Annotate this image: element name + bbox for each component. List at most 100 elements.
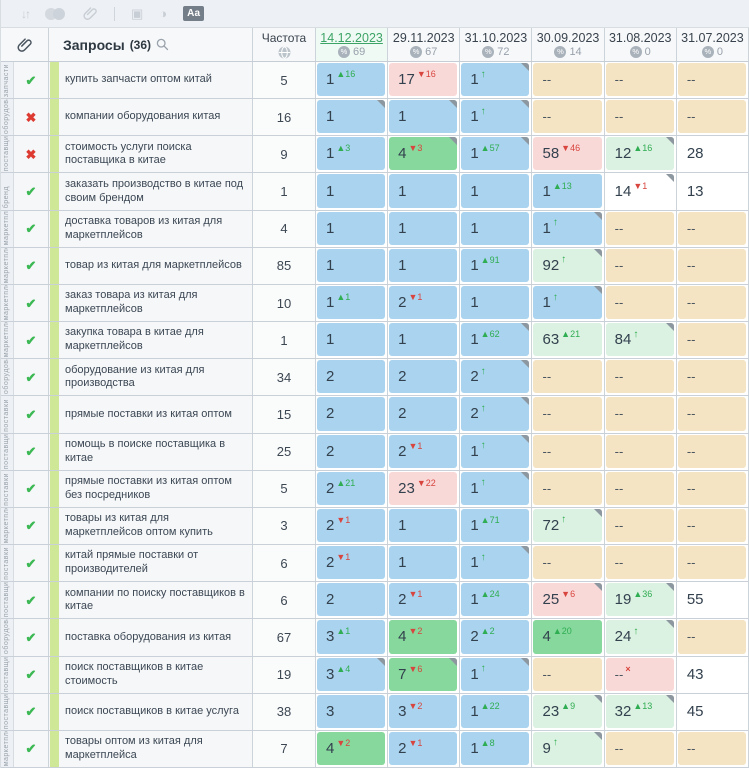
position-cell[interactable]: -- bbox=[676, 62, 749, 99]
position-cell[interactable]: 1 ▲8 bbox=[460, 730, 533, 767]
position-cell[interactable]: 2 bbox=[316, 396, 389, 433]
query-text[interactable]: прямые поставки из китая оптом без посре… bbox=[65, 475, 232, 501]
check-icon[interactable]: ✔ bbox=[25, 444, 37, 460]
position-cell[interactable]: 23 ▲9 bbox=[532, 693, 605, 730]
query-text[interactable]: товары из китая для маркетплейсов оптом … bbox=[65, 512, 213, 538]
position-cell[interactable]: 55 bbox=[676, 582, 749, 619]
link-column-header[interactable] bbox=[1, 28, 49, 61]
query-text[interactable]: товары оптом из китая для маркетплейса bbox=[65, 735, 203, 761]
position-cell[interactable]: 14 ▼1 bbox=[604, 173, 677, 210]
position-cell[interactable]: 2 ↑ bbox=[460, 396, 533, 433]
position-cell[interactable]: 1 bbox=[316, 210, 389, 247]
position-cell[interactable]: 3 ▲4 bbox=[316, 656, 389, 693]
position-cell[interactable]: 45 bbox=[676, 693, 749, 730]
position-cell[interactable]: -- bbox=[604, 247, 677, 284]
position-cell[interactable]: 1 bbox=[388, 99, 461, 136]
position-cell[interactable]: 1 bbox=[388, 507, 461, 545]
position-cell[interactable]: 2 bbox=[388, 396, 461, 433]
query-text[interactable]: поиск поставщиков в китае стоимость bbox=[65, 660, 204, 687]
query-text[interactable]: компании по поиску поставщиков в китае bbox=[65, 586, 245, 613]
position-cell[interactable]: 1 bbox=[388, 322, 461, 359]
search-icon[interactable] bbox=[156, 38, 169, 51]
query-text[interactable]: китай прямые поставки от производителей bbox=[65, 549, 199, 576]
position-cell[interactable]: 4 ▲20 bbox=[532, 619, 605, 656]
position-cell[interactable]: 84 ↑ bbox=[604, 322, 677, 359]
position-cell[interactable]: 1 ▲13 bbox=[532, 173, 605, 210]
position-cell[interactable]: -- bbox=[532, 396, 605, 433]
check-icon[interactable]: ✔ bbox=[25, 332, 37, 348]
position-cell[interactable]: -- × bbox=[604, 656, 677, 693]
check-icon[interactable]: ✔ bbox=[25, 629, 37, 645]
date-column-header[interactable]: 31.07.2023% 0 bbox=[677, 28, 749, 61]
position-cell[interactable]: 2 ▲2 bbox=[460, 619, 533, 656]
query-text[interactable]: компании оборудования китая bbox=[65, 110, 221, 123]
check-icon[interactable]: ✔ bbox=[25, 555, 37, 571]
position-cell[interactable]: 1 bbox=[316, 173, 389, 210]
position-cell[interactable]: 1 ↑ bbox=[460, 433, 533, 470]
position-cell[interactable]: 25 ▼6 bbox=[532, 582, 605, 619]
query-text[interactable]: поставка оборудования из китая bbox=[65, 630, 232, 643]
check-icon[interactable]: ✔ bbox=[25, 667, 37, 683]
position-cell[interactable]: -- bbox=[676, 247, 749, 284]
queries-column-header[interactable]: Запросы (36) bbox=[49, 28, 253, 61]
position-cell[interactable]: 17 ▼16 bbox=[388, 62, 461, 99]
position-cell[interactable]: 2 bbox=[316, 433, 389, 470]
position-cell[interactable]: 2 ▲21 bbox=[316, 470, 389, 507]
position-cell[interactable]: 1 ▲62 bbox=[460, 322, 533, 359]
position-cell[interactable]: 3 ▼2 bbox=[388, 693, 461, 730]
query-text[interactable]: купить запчасти оптом китай bbox=[65, 73, 212, 86]
check-icon[interactable]: ✔ bbox=[25, 704, 37, 720]
position-cell[interactable]: 1 bbox=[388, 173, 461, 210]
position-cell[interactable]: 4 ▼2 bbox=[316, 730, 389, 767]
position-cell[interactable]: -- bbox=[532, 433, 605, 470]
position-cell[interactable]: 2 ▼1 bbox=[388, 284, 461, 322]
position-cell[interactable]: 1 ↑ bbox=[460, 470, 533, 507]
position-cell[interactable]: -- bbox=[604, 433, 677, 470]
position-cell[interactable]: 3 bbox=[316, 693, 389, 730]
position-cell[interactable]: 2 ▼1 bbox=[316, 545, 389, 582]
position-cell[interactable]: -- bbox=[604, 545, 677, 582]
check-icon[interactable]: ✔ bbox=[25, 481, 37, 497]
position-cell[interactable]: -- bbox=[532, 359, 605, 396]
position-cell[interactable]: -- bbox=[532, 62, 605, 99]
position-cell[interactable]: -- bbox=[676, 359, 749, 396]
query-text[interactable]: стоимость услуги поиска поставщика в кит… bbox=[65, 140, 192, 167]
check-icon[interactable]: ✔ bbox=[25, 295, 37, 311]
position-cell[interactable]: 1 bbox=[316, 99, 389, 136]
position-cell[interactable]: 12 ▲16 bbox=[604, 136, 677, 173]
position-cell[interactable]: -- bbox=[676, 99, 749, 136]
query-text[interactable]: заказ товара из китая для маркетплейсов bbox=[65, 289, 198, 316]
position-cell[interactable]: -- bbox=[532, 470, 605, 507]
position-cell[interactable]: -- bbox=[676, 396, 749, 433]
position-cell[interactable]: 1 bbox=[388, 247, 461, 284]
position-cell[interactable]: 2 ▼1 bbox=[388, 582, 461, 619]
position-cell[interactable]: 2 bbox=[316, 359, 389, 396]
position-cell[interactable]: 32 ▲13 bbox=[604, 693, 677, 730]
position-cell[interactable]: 2 ▼1 bbox=[388, 433, 461, 470]
position-cell[interactable]: -- bbox=[604, 62, 677, 99]
case-icon[interactable]: Аа bbox=[183, 6, 205, 21]
query-text[interactable]: прямые поставки из китая оптом bbox=[65, 407, 232, 420]
position-cell[interactable]: -- bbox=[676, 619, 749, 656]
position-cell[interactable]: 23 ▼22 bbox=[388, 470, 461, 507]
position-cell[interactable]: 1 bbox=[316, 247, 389, 284]
position-cell[interactable]: 1 ↑ bbox=[460, 545, 533, 582]
position-cell[interactable]: -- bbox=[604, 210, 677, 247]
check-icon[interactable]: ✔ bbox=[25, 72, 37, 88]
frequency-column-header[interactable]: Частота bbox=[253, 28, 316, 61]
date-column-header[interactable]: 31.10.2023% 72 bbox=[460, 28, 533, 61]
position-cell[interactable]: -- bbox=[676, 210, 749, 247]
check-icon[interactable]: ✔ bbox=[25, 518, 37, 534]
position-cell[interactable]: -- bbox=[676, 507, 749, 545]
position-cell[interactable]: -- bbox=[604, 730, 677, 767]
position-cell[interactable]: 1 bbox=[316, 322, 389, 359]
position-cell[interactable]: 1 bbox=[460, 210, 533, 247]
position-cell[interactable]: 1 bbox=[460, 173, 533, 210]
position-cell[interactable]: -- bbox=[676, 322, 749, 359]
position-cell[interactable]: 13 bbox=[676, 173, 749, 210]
position-cell[interactable]: 1 ▲91 bbox=[460, 247, 533, 284]
position-cell[interactable]: 1 bbox=[388, 545, 461, 582]
query-text[interactable]: поиск поставщиков в китае услуга bbox=[65, 704, 239, 717]
position-cell[interactable]: 2 ▼1 bbox=[388, 730, 461, 767]
position-cell[interactable]: 4 ▼2 bbox=[388, 619, 461, 656]
